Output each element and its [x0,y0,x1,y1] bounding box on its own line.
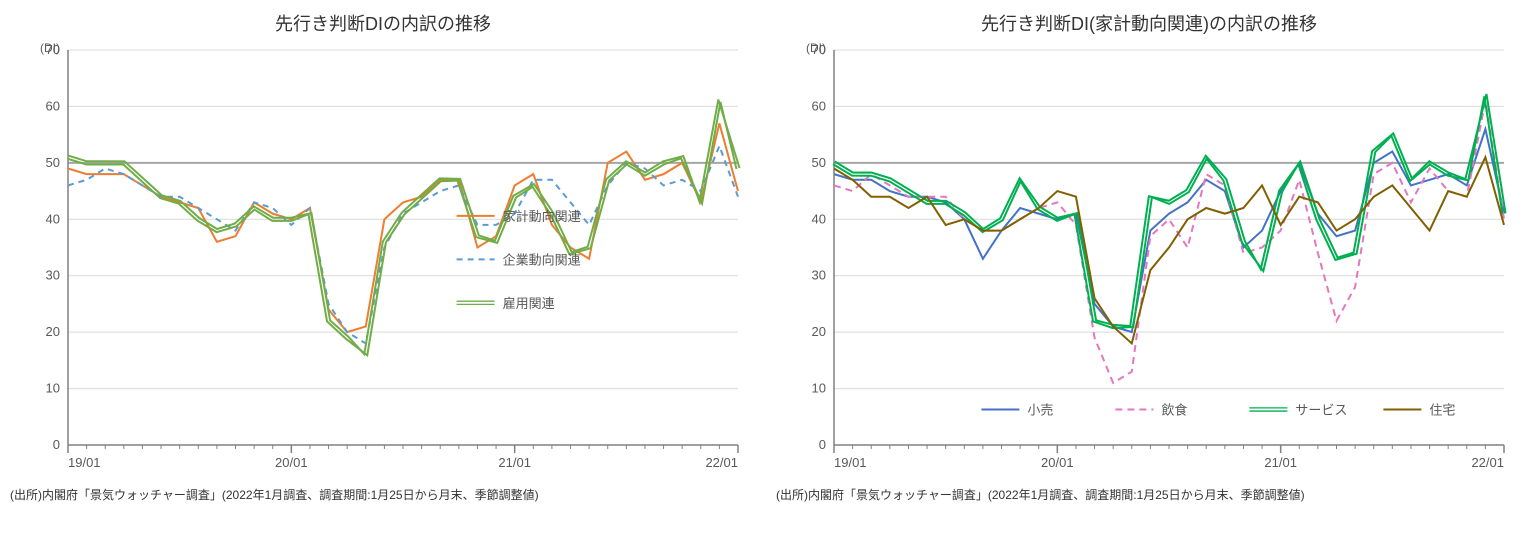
chart-panel-left: 先行き判断DIの内訳の推移 01020304050607019/0120/012… [10,10,756,503]
svg-text:60: 60 [46,98,60,113]
svg-text:飲食: 飲食 [1161,402,1187,417]
svg-text:30: 30 [46,268,60,283]
svg-text:19/01: 19/01 [68,455,101,470]
svg-text:サービス: サービス [1295,402,1347,417]
chart-svg-right: 01020304050607019/0120/0121/0122/01(DI)小… [776,40,1522,480]
svg-text:50: 50 [46,155,60,170]
svg-text:30: 30 [812,268,826,283]
svg-text:21/01: 21/01 [1264,455,1297,470]
svg-text:10: 10 [812,381,826,396]
chart-title-right: 先行き判断DI(家計動向関連)の内訳の推移 [776,10,1522,36]
svg-text:0: 0 [819,437,826,452]
svg-text:雇用関連: 雇用関連 [503,296,555,311]
chart-panel-right: 先行き判断DI(家計動向関連)の内訳の推移 01020304050607019/… [776,10,1522,503]
svg-text:家計動向関連: 家計動向関連 [503,209,581,224]
svg-text:小売: 小売 [1027,402,1053,417]
source-note-left: (出所)内閣府「景気ウォッチャー調査」(2022年1月調査、調査期間:1月25日… [10,486,756,503]
svg-text:40: 40 [46,211,60,226]
svg-text:50: 50 [812,155,826,170]
svg-text:10: 10 [46,381,60,396]
chart-svg-left: 01020304050607019/0120/0121/0122/01(DI)家… [10,40,756,480]
svg-text:40: 40 [812,211,826,226]
svg-text:企業動向関連: 企業動向関連 [503,252,581,267]
svg-text:20/01: 20/01 [1041,455,1074,470]
svg-text:19/01: 19/01 [834,455,867,470]
svg-text:22/01: 22/01 [705,455,738,470]
source-note-right: (出所)内閣府「景気ウォッチャー調査」(2022年1月調査、調査期間:1月25日… [776,486,1522,503]
charts-row: 先行き判断DIの内訳の推移 01020304050607019/0120/012… [10,10,1522,503]
svg-text:20: 20 [46,324,60,339]
svg-text:22/01: 22/01 [1471,455,1504,470]
svg-text:(DI): (DI) [806,41,826,55]
svg-text:0: 0 [53,437,60,452]
svg-text:20/01: 20/01 [275,455,308,470]
svg-text:(DI): (DI) [40,41,60,55]
chart-title-left: 先行き判断DIの内訳の推移 [10,10,756,36]
svg-text:20: 20 [812,324,826,339]
svg-text:住宅: 住宅 [1429,402,1455,417]
svg-text:21/01: 21/01 [498,455,531,470]
svg-text:60: 60 [812,98,826,113]
